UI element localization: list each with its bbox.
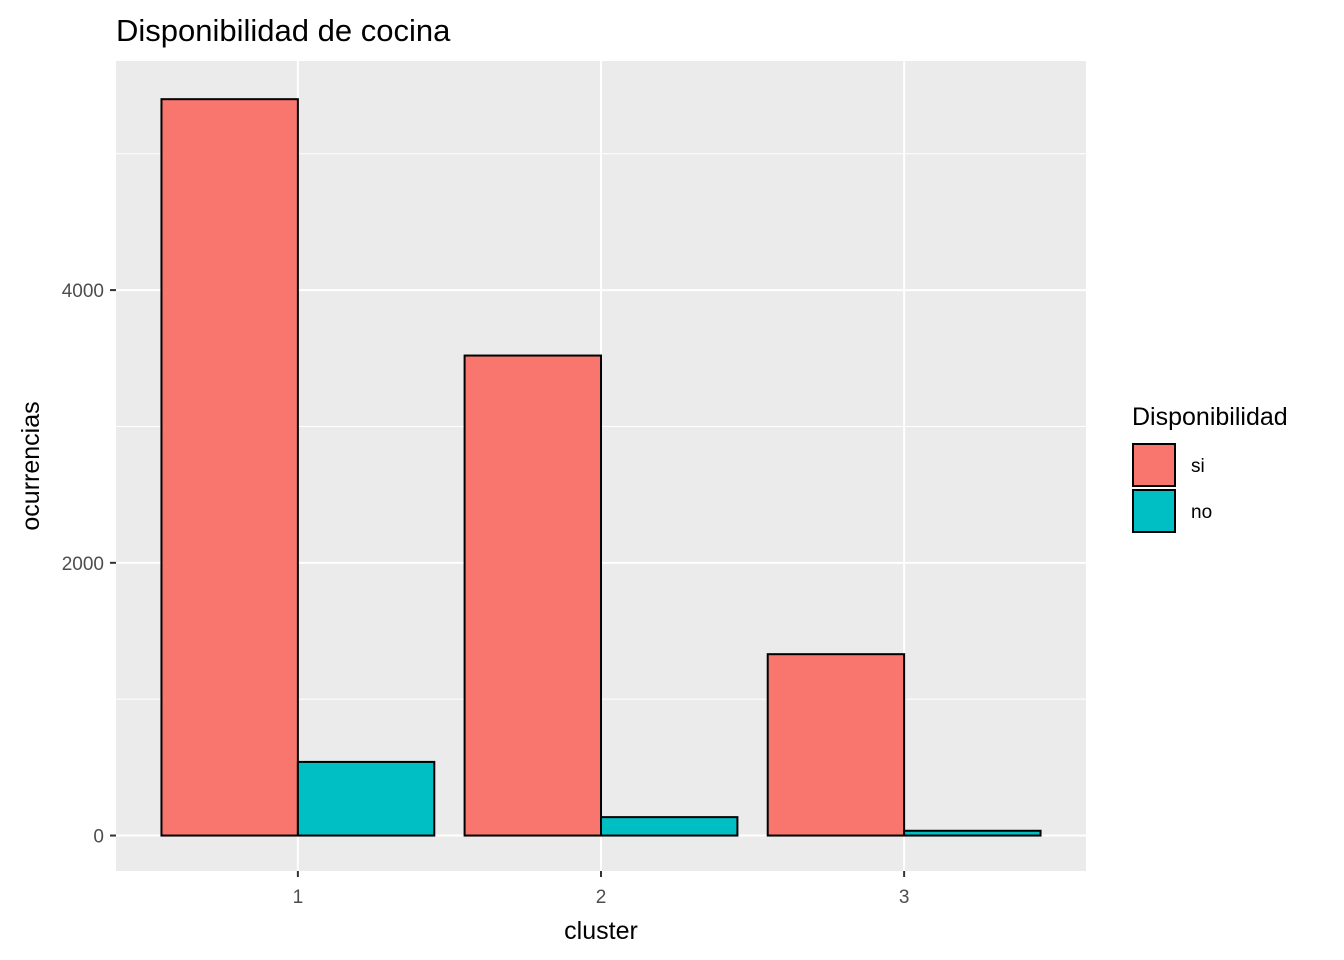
bars	[160, 98, 1042, 837]
y-axis: 0 2000 4000	[62, 281, 116, 848]
bar-no-cluster-3	[903, 829, 1042, 837]
legend-label-si: si	[1191, 456, 1205, 477]
y-axis-title: ocurrencias	[17, 401, 45, 530]
bar-si-cluster-2	[463, 354, 602, 837]
legend-key-no	[1132, 489, 1176, 533]
x-tick-label: 1	[293, 887, 304, 908]
chart-title: Disponibilidad de cocina	[116, 13, 451, 48]
x-tick-label: 2	[596, 887, 607, 908]
x-tick-label: 3	[899, 887, 910, 908]
y-tick-label: 0	[93, 827, 104, 848]
legend-key-si	[1132, 443, 1176, 487]
bar-si-cluster-3	[766, 653, 906, 837]
bar-no-cluster-2	[600, 816, 739, 837]
x-axis-title: cluster	[564, 917, 638, 945]
x-axis: 1 2 3	[293, 871, 910, 908]
y-tick-label: 4000	[62, 281, 104, 302]
bar-no-cluster-1	[296, 760, 436, 837]
legend-title: Disponibilidad	[1132, 403, 1288, 431]
y-tick-label: 2000	[62, 554, 104, 575]
bar-si-cluster-1	[160, 98, 299, 837]
legend-label-no: no	[1191, 502, 1212, 523]
legend: Disponibilidad si no	[1132, 403, 1288, 533]
